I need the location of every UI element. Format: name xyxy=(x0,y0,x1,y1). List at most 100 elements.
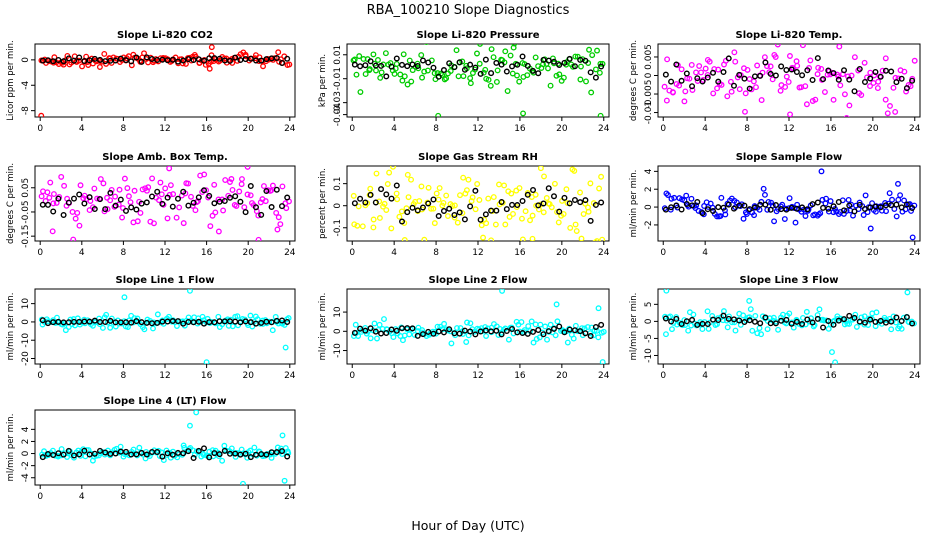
average-point xyxy=(221,197,228,204)
average-point xyxy=(757,201,764,208)
data-point xyxy=(830,96,837,103)
average-point xyxy=(519,330,526,337)
data-point xyxy=(507,52,514,59)
outlier-point xyxy=(829,349,835,356)
data-point xyxy=(750,78,757,85)
data-point xyxy=(260,63,267,70)
data-point xyxy=(203,187,210,194)
average-point xyxy=(793,68,800,75)
average-point xyxy=(65,199,72,206)
average-point xyxy=(814,315,821,322)
average-point xyxy=(545,57,552,64)
y-tick-label: 10 xyxy=(21,298,31,310)
average-point xyxy=(232,318,239,325)
data-point xyxy=(94,195,101,202)
data-point xyxy=(837,82,844,89)
average-point xyxy=(482,327,489,334)
data-point xyxy=(58,446,65,453)
average-point xyxy=(898,75,905,82)
average-point xyxy=(861,78,868,85)
data-point xyxy=(454,219,461,226)
average-point xyxy=(211,450,218,457)
y-tick-label: -4 xyxy=(21,81,31,90)
data-point xyxy=(883,208,889,215)
outlier-point xyxy=(166,166,173,172)
panel-5: Slope Gas Stream RH 0 4 8 12 16 20 24 -0.1 0 0.1 pe… xyxy=(318,152,610,258)
average-point xyxy=(76,451,83,458)
data-point xyxy=(353,71,360,78)
average-point xyxy=(393,327,400,334)
average-point xyxy=(200,320,207,327)
data-point xyxy=(207,223,214,230)
average-point xyxy=(746,85,753,92)
data-point xyxy=(852,28,857,33)
average-point xyxy=(86,194,93,201)
average-point xyxy=(571,196,578,203)
data-point xyxy=(370,51,377,58)
average-point xyxy=(556,62,563,69)
data-point xyxy=(424,44,429,46)
average-point xyxy=(488,70,495,77)
data-point xyxy=(578,235,585,241)
average-point xyxy=(662,71,669,78)
panel-1: Slope Li-820 CO2 0 4 8 12 16 20 24 -8 -4 0 Licor pp… xyxy=(6,30,296,134)
data-point xyxy=(157,179,164,186)
average-point xyxy=(70,57,77,64)
data-point xyxy=(749,327,756,334)
data-point xyxy=(767,63,774,70)
data-point xyxy=(354,222,361,229)
x-tick-label: 8 xyxy=(433,248,439,258)
average-point xyxy=(247,454,254,461)
x-tick-label: 16 xyxy=(201,124,213,134)
average-point xyxy=(571,63,578,70)
data-point xyxy=(596,69,603,76)
outlier-point xyxy=(203,359,210,364)
data-point xyxy=(222,177,229,184)
data-point xyxy=(236,188,243,195)
average-point xyxy=(383,329,390,336)
data-point xyxy=(483,220,490,227)
data-point xyxy=(696,321,703,328)
average-point xyxy=(122,448,129,455)
average-point xyxy=(846,202,853,209)
data-point xyxy=(154,311,161,318)
average-point xyxy=(284,318,291,325)
data-point xyxy=(736,86,743,93)
average-point xyxy=(867,204,874,211)
average-point xyxy=(367,191,374,198)
data-point xyxy=(170,191,177,198)
x-tick-label: 4 xyxy=(702,371,708,381)
data-point xyxy=(846,321,853,327)
average-point xyxy=(788,204,795,211)
y-tick-label: 0 xyxy=(644,72,654,78)
average-point xyxy=(909,77,916,84)
average-point xyxy=(725,201,732,208)
data-point xyxy=(137,209,144,216)
x-tick-label: 12 xyxy=(472,371,483,381)
x-tick-label: 0 xyxy=(660,248,666,258)
data-point xyxy=(758,198,765,205)
x-tick-label: 20 xyxy=(556,371,568,381)
data-point xyxy=(529,212,536,219)
average-point xyxy=(372,328,379,335)
data-point xyxy=(241,204,248,211)
data-point xyxy=(47,179,54,186)
average-point xyxy=(877,73,884,80)
x-tick-label: 8 xyxy=(121,492,127,502)
data-point xyxy=(874,85,881,92)
average-point xyxy=(746,317,753,324)
data-point xyxy=(510,210,516,217)
data-point xyxy=(802,83,809,90)
average-point xyxy=(678,206,685,213)
data-point xyxy=(901,197,908,204)
x-tick-label: 12 xyxy=(159,124,170,134)
average-point xyxy=(767,70,774,77)
data-point xyxy=(519,236,526,241)
average-point xyxy=(820,76,827,83)
x-tick-label: 8 xyxy=(433,124,439,134)
data-point xyxy=(79,63,85,70)
average-point xyxy=(446,60,453,67)
average-point xyxy=(820,324,827,331)
data-point xyxy=(383,207,390,213)
